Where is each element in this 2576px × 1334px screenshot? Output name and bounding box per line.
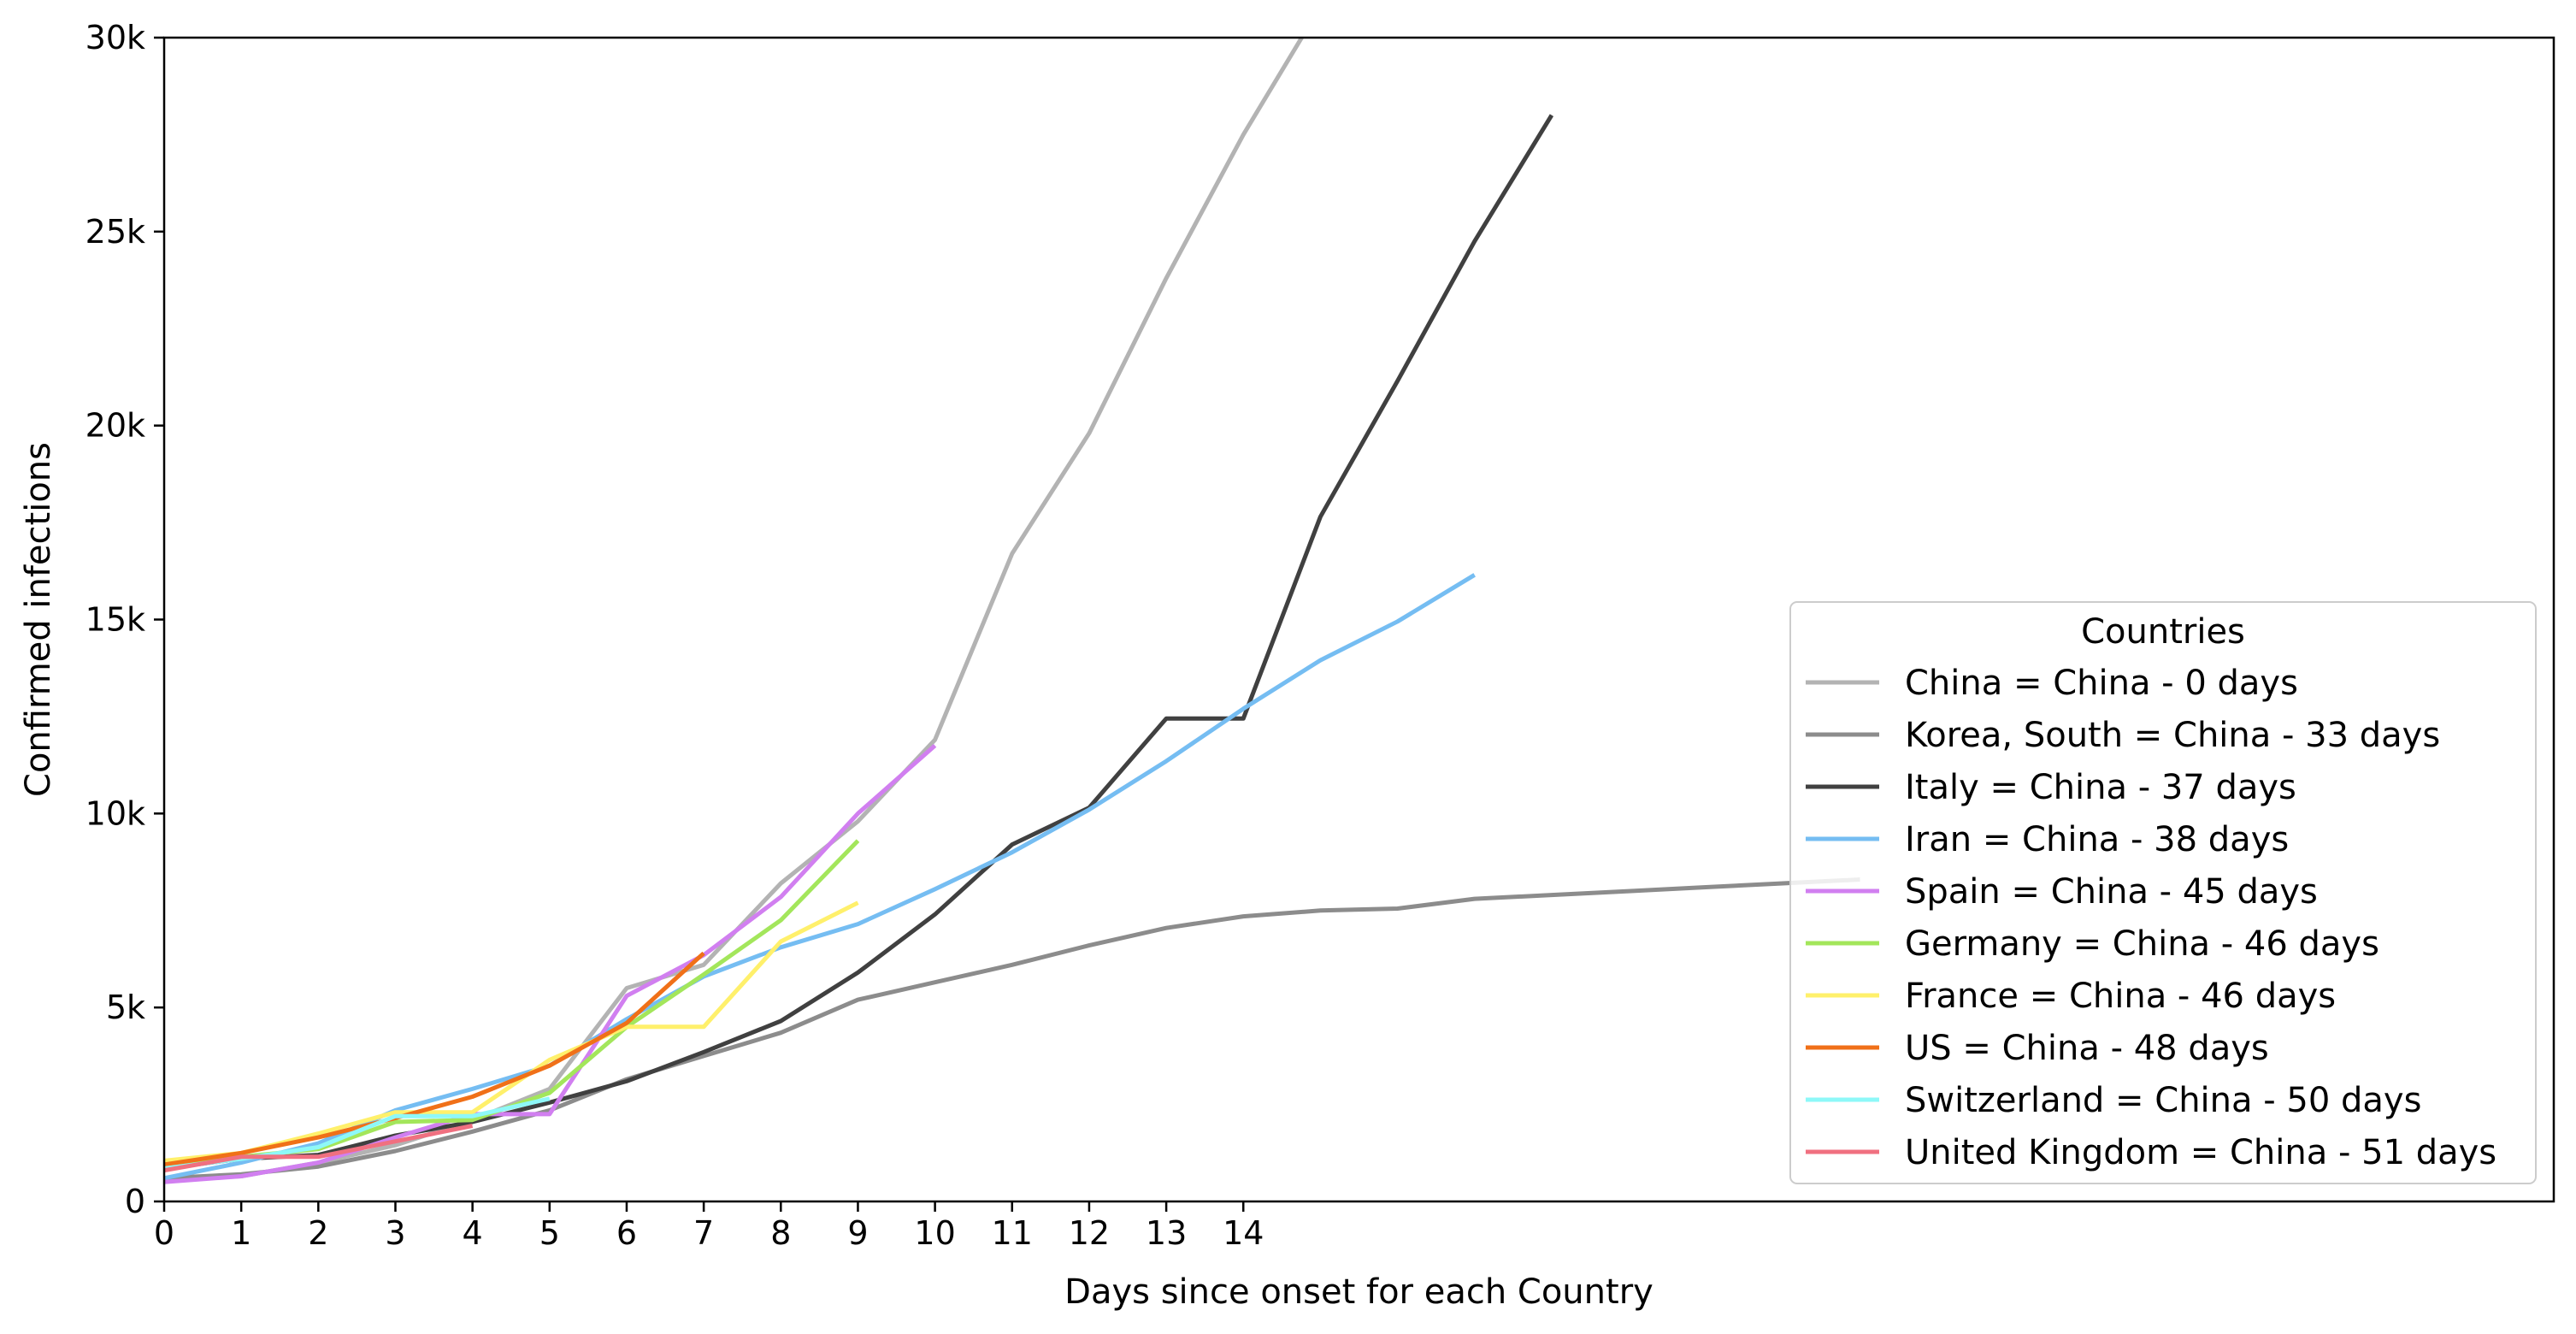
y-tick-label-2: 10k: [85, 794, 145, 832]
x-tick-label-6: 6: [616, 1214, 637, 1252]
series-line-9: [164, 1124, 474, 1173]
legend-entry-5: Germany = China - 46 days: [1905, 924, 2379, 964]
x-tick-label-7: 7: [693, 1214, 714, 1252]
y-tick-label-5: 25k: [85, 213, 145, 251]
x-tick-label-4: 4: [463, 1214, 483, 1252]
y-tick-label-4: 20k: [85, 407, 145, 445]
x-tick-label-9: 9: [847, 1214, 868, 1252]
legend-entry-2: Italy = China - 37 days: [1905, 768, 2296, 807]
y-tick-label-6: 30k: [85, 19, 145, 56]
x-tick-label-14: 14: [1223, 1214, 1264, 1252]
x-axis-label: Days since onset for each Country: [1064, 1272, 1653, 1312]
x-tick-label-8: 8: [770, 1214, 791, 1252]
x-tick-label-10: 10: [914, 1214, 955, 1252]
y-tick-label-1: 5k: [106, 989, 145, 1026]
legend-entry-3: Iran = China - 38 days: [1905, 820, 2289, 859]
x-tick-label-5: 5: [539, 1214, 560, 1252]
series-line-5: [164, 839, 860, 1169]
legend-items: China = China - 0 days Korea, South = Chi…: [1806, 664, 2496, 1172]
legend-entry-6: France = China - 46 days: [1905, 977, 2336, 1016]
legend-entry-1: Korea, South = China - 33 days: [1905, 716, 2440, 755]
x-tick-label-11: 11: [992, 1214, 1033, 1252]
series-line-7: [164, 951, 705, 1167]
x-tick-label-13: 13: [1146, 1214, 1187, 1252]
legend-entry-8: Switzerland = China - 50 days: [1905, 1081, 2421, 1120]
y-tick-label-0: 0: [125, 1183, 145, 1220]
legend-entry-7: US = China - 48 days: [1905, 1029, 2269, 1068]
legend-entry-4: Spain = China - 45 days: [1905, 872, 2318, 912]
legend-box: [1789, 601, 2537, 1184]
y-axis-label: Confirmed infections: [19, 442, 58, 797]
legend-entry-0: China = China - 0 days: [1905, 664, 2298, 703]
x-axis-ticks: 0 1 2 3 4 5 6 7 8 9 10 11 12 13 14: [154, 1201, 1264, 1252]
x-tick-label-1: 1: [231, 1214, 251, 1252]
series-line-1: [164, 877, 1860, 1181]
series-line-0: [164, 38, 1305, 1183]
x-tick-label-3: 3: [385, 1214, 405, 1252]
x-tick-label-2: 2: [308, 1214, 328, 1252]
plot-lines: [164, 38, 1860, 1184]
series-line-3: [164, 573, 1476, 1181]
x-tick-label-12: 12: [1069, 1214, 1110, 1252]
y-axis-ticks: 0 5k 10k 15k 20k 25k 30k: [85, 19, 164, 1220]
legend-title: Countries: [2081, 612, 2245, 652]
series-line-4: [164, 744, 937, 1184]
x-tick-label-0: 0: [154, 1214, 174, 1252]
series-line-2: [164, 114, 1554, 1171]
y-tick-label-3: 15k: [85, 601, 145, 639]
legend-entry-9: United Kingdom = China - 51 days: [1905, 1133, 2496, 1172]
legend: Countries China = China - 0 days Korea, S…: [1789, 601, 2537, 1184]
